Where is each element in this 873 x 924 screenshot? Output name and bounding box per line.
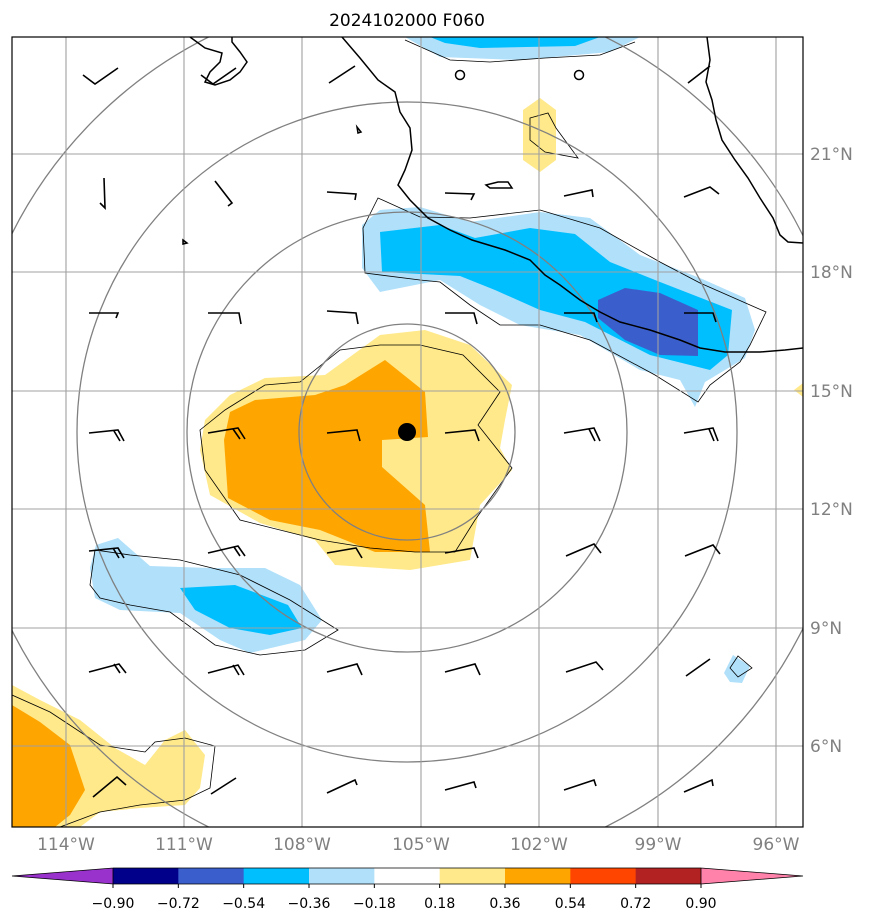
lat-label: 15°N [810, 382, 853, 402]
lat-label: 6°N [810, 737, 842, 757]
map-title: 2024102000 F060 [329, 11, 485, 31]
colorbar-swatch [374, 868, 441, 884]
lon-label: 96°W [753, 835, 800, 855]
colorbar-swatch [635, 868, 702, 884]
lat-label: 9°N [810, 619, 842, 639]
map-frame [11, 36, 804, 828]
colorbar-swatch [701, 868, 803, 884]
colorbar-tick-label: 0.18 [424, 896, 455, 912]
range-rings [12, 37, 803, 827]
lon-label: 114°W [37, 835, 95, 855]
colorbar-tick-label: −0.54 [222, 896, 265, 912]
colorbar-tick-label: 0.54 [555, 896, 586, 912]
colorbar-swatch [113, 868, 179, 884]
colorbar-outline [11, 867, 804, 885]
wind-barbs [82, 65, 721, 798]
colorbar-swatch [309, 868, 375, 884]
colorbar-tick-label: −0.36 [288, 896, 331, 912]
colorbar-swatch [243, 868, 310, 884]
colorbar-tick-label: −0.72 [157, 896, 200, 912]
shading [12, 37, 803, 827]
colorbar-tick-label: 0.90 [685, 896, 716, 912]
lat-label: 12°N [810, 500, 853, 520]
colorbar-tick-label: −0.90 [92, 896, 135, 912]
lon-label: 111°W [155, 835, 213, 855]
colorbar-tick-label: −0.18 [353, 896, 396, 912]
colorbar-swatch [178, 868, 245, 884]
lat-label: 21°N [810, 145, 853, 165]
colorbar-swatch [505, 868, 571, 884]
lon-label: 108°W [273, 835, 331, 855]
colorbar-swatch [439, 868, 506, 884]
lon-label: 105°W [392, 835, 450, 855]
contours [12, 39, 767, 827]
colorbar-swatch [12, 868, 113, 884]
storm-center-marker [398, 423, 416, 441]
map-area [12, 37, 803, 827]
lon-label: 102°W [510, 835, 568, 855]
graticule [12, 37, 803, 827]
colorbar-tick-label: 0.72 [620, 896, 651, 912]
colorbar-tick-labels: −0.90 −0.72 −0.54 −0.36 −0.18 0.18 0.36 0.54 0.7… [92, 884, 717, 912]
colorbar-swatches [12, 868, 803, 884]
coastline [182, 37, 803, 353]
lon-label: 99°W [635, 835, 682, 855]
colorbar-swatch [570, 868, 637, 884]
colorbar: −0.90 −0.72 −0.54 −0.36 −0.18 0.18 0.36 0.54 0.7… [11, 867, 804, 912]
longitude-labels: 114°W 111°W 108°W 105°W 102°W 99°W 96°W [37, 835, 800, 855]
latitude-labels: 21°N 18°N 15°N 12°N 9°N 6°N [810, 145, 853, 757]
colorbar-tick-label: 0.36 [489, 896, 520, 912]
lat-label: 18°N [810, 263, 853, 283]
